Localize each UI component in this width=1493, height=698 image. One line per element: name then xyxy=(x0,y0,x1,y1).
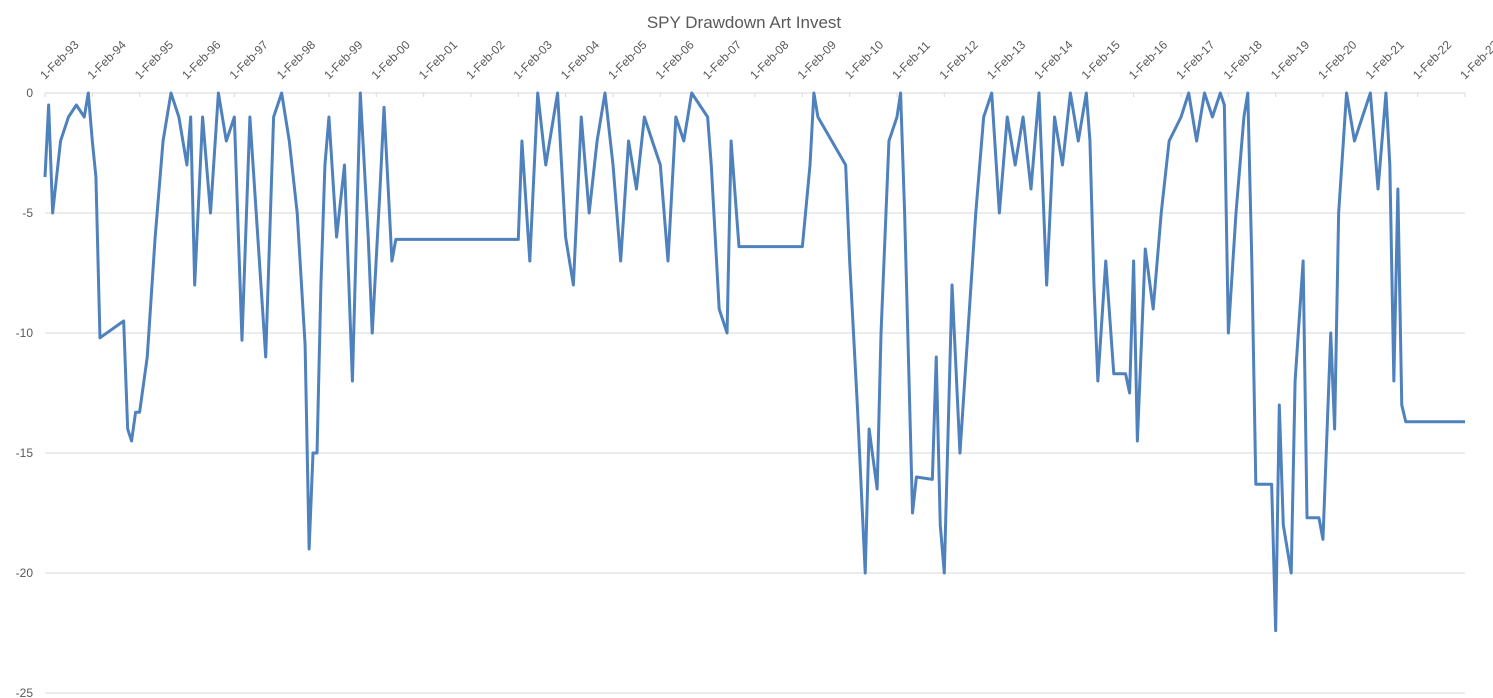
y-tick-label: 0 xyxy=(26,86,33,100)
y-tick-label: -25 xyxy=(16,686,34,698)
y-tick-label: -20 xyxy=(16,566,34,580)
y-tick-label: -5 xyxy=(22,206,33,220)
y-tick-label: -15 xyxy=(16,446,34,460)
y-tick-label: -10 xyxy=(16,326,34,340)
data-line xyxy=(43,91,1465,633)
chart-title: SPY Drawdown Art Invest xyxy=(647,13,842,32)
